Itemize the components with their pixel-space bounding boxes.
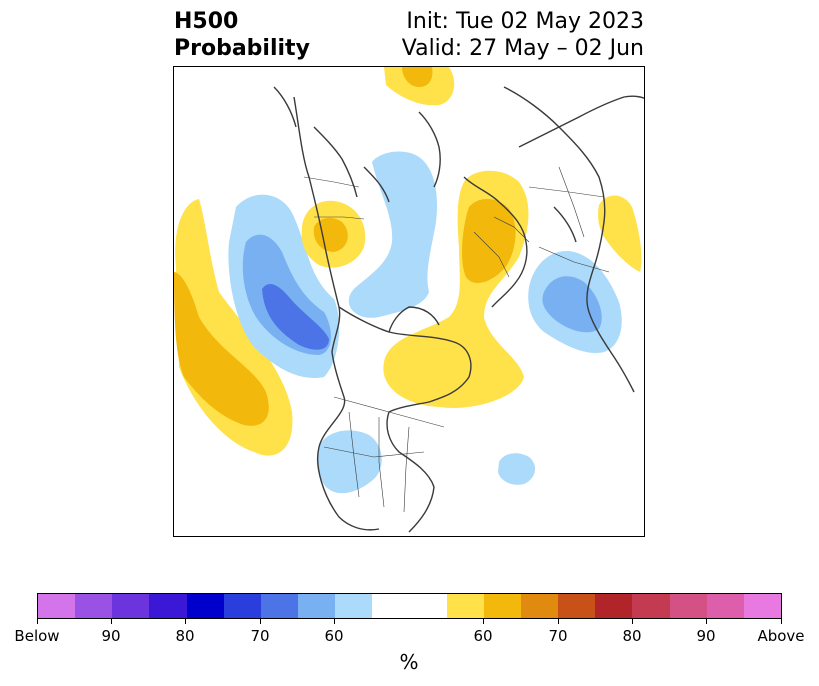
colorbar-segment	[372, 594, 447, 618]
colorbar-tick-label: 60	[473, 627, 493, 645]
colorbar-tick-label: Above	[757, 627, 805, 645]
colorbar-segment	[669, 594, 707, 618]
colorbar-tick-label: 80	[622, 627, 642, 645]
colorbar	[37, 593, 782, 619]
colorbar-tick-label: 80	[175, 627, 195, 645]
canada-gold-region	[313, 217, 348, 252]
title-variable: H500	[174, 9, 239, 34]
colorbar-segment	[743, 594, 782, 618]
colorbar-tick-mark	[781, 619, 782, 624]
colorbar-segment	[632, 594, 670, 618]
colorbar-segment	[260, 594, 299, 618]
map-title: H500 Probability	[174, 8, 310, 62]
colorbar-tick-label: 70	[548, 627, 568, 645]
westcoast-dark-blue-region	[262, 283, 329, 350]
europe-gold-region	[462, 198, 516, 284]
colorbar-segment	[38, 594, 76, 618]
colorbar-segment	[298, 594, 336, 618]
colorbar-tick-mark	[111, 619, 112, 624]
coastlines	[273, 86, 644, 533]
colorbar-segment	[149, 594, 187, 618]
init-date: Init: Tue 02 May 2023	[406, 9, 644, 34]
map-dates: Init: Tue 02 May 2023 Valid: 27 May – 02…	[402, 8, 644, 62]
arctic-light-blue-region	[348, 151, 438, 318]
colorbar-tick-mark	[558, 619, 559, 624]
colorbar-tick-label: 90	[696, 627, 716, 645]
colorbar-segment	[483, 594, 522, 618]
colorbar-tick-mark	[334, 619, 335, 624]
siberia-mid-blue-region	[542, 276, 602, 333]
borders	[303, 166, 610, 513]
colorbar-tick-mark	[260, 619, 261, 624]
asia-yellow-region	[598, 195, 642, 272]
colorbar-tick-label: Below	[14, 627, 60, 645]
map-canvas	[174, 67, 644, 533]
atlantic-light-blue-region	[498, 453, 536, 485]
colorbar-segment	[558, 594, 596, 618]
colorbar-segment	[186, 594, 224, 618]
colorbar-tick-label: 70	[250, 627, 270, 645]
polar-map	[173, 66, 645, 537]
colorbar-segment	[446, 594, 484, 618]
us-west-light-blue-region	[316, 430, 382, 494]
colorbar-tick-mark	[37, 619, 38, 624]
colorbar-tick-mark	[185, 619, 186, 624]
colorbar-units: %	[399, 650, 419, 674]
title-product: Probability	[174, 36, 310, 61]
colorbar-tick-mark	[706, 619, 707, 624]
pacific-gold-region	[174, 272, 269, 426]
colorbar-segment	[521, 594, 559, 618]
colorbar-tick-mark	[483, 619, 484, 624]
valid-range: Valid: 27 May – 02 Jun	[401, 36, 644, 61]
colorbar-tick-mark	[632, 619, 633, 624]
colorbar-segment	[335, 594, 373, 618]
colorbar-tick-label: 90	[101, 627, 121, 645]
colorbar-segment	[595, 594, 633, 618]
colorbar-segment	[706, 594, 744, 618]
colorbar-segment	[75, 594, 113, 618]
colorbar-segment	[112, 594, 150, 618]
top-gold-region	[402, 67, 433, 87]
colorbar-segment	[223, 594, 261, 618]
colorbar-tick-label: 60	[324, 627, 344, 645]
